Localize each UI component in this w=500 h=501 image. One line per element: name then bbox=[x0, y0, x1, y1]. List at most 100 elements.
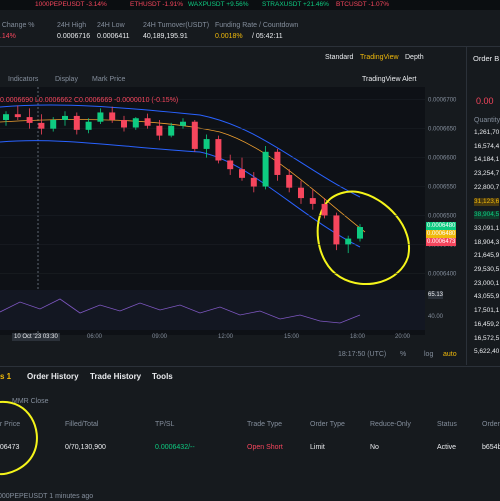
time-tick: 06:00 bbox=[87, 334, 103, 340]
order-book-quantity: 5,622,40 bbox=[474, 348, 500, 356]
order-book-quantity: 31,123,6 bbox=[474, 197, 500, 206]
order-book-quantity: 29,530,5 bbox=[474, 266, 500, 273]
orders-panel bbox=[0, 366, 500, 501]
y-tick-label: 0.0006550 bbox=[428, 185, 457, 191]
candle-body bbox=[309, 198, 316, 204]
candle-body bbox=[73, 115, 80, 130]
price-tag: 0.0006480 bbox=[426, 230, 457, 238]
candle-body bbox=[14, 114, 21, 118]
y-tick-label: 0.0006700 bbox=[428, 98, 457, 104]
moving-average bbox=[0, 119, 366, 233]
candle-body bbox=[156, 125, 163, 136]
table-header: Order Type bbox=[310, 421, 345, 428]
price-tag: 0.0006473 bbox=[426, 238, 457, 246]
candle-body bbox=[203, 139, 210, 149]
order-book-quantity: 23,254,7 bbox=[474, 170, 500, 178]
y-tick-label: 0.0006650 bbox=[428, 127, 457, 133]
candle-body bbox=[239, 169, 245, 178]
stat-value: 0.0018% bbox=[215, 33, 243, 40]
candle-body bbox=[109, 112, 116, 120]
y-tick-label: 0.0006600 bbox=[428, 156, 457, 162]
candle-body bbox=[121, 119, 127, 128]
stat-value: 3.14% bbox=[0, 33, 16, 40]
oscillator-label: 40.00 bbox=[428, 314, 444, 320]
ohlc-line: 0.0006690 L0.0006662 C0.0006669 -0.00000… bbox=[0, 97, 179, 104]
table-header: Status bbox=[437, 421, 457, 428]
candle-body bbox=[357, 227, 363, 239]
order-book-quantity: 43,055,9 bbox=[474, 293, 500, 301]
stat-label: h Change % bbox=[0, 22, 35, 29]
candle-body bbox=[274, 151, 281, 175]
table-header: Trade Type bbox=[247, 421, 283, 428]
orders-tab: Order History bbox=[27, 372, 79, 381]
order-book-quantity: 16,574,4 bbox=[474, 142, 500, 150]
table-cell: No bbox=[370, 444, 379, 451]
y-tick-label: 0.0006400 bbox=[428, 271, 457, 277]
candle-body bbox=[321, 203, 328, 216]
highlight-circle bbox=[316, 190, 411, 286]
order-book-quantity: 16,459,2 bbox=[474, 320, 500, 328]
order-book-quantity: 18,904,3 bbox=[474, 238, 500, 246]
ticker-item: STRAXUSDT +21.46% bbox=[262, 1, 329, 8]
candle-body bbox=[191, 121, 198, 149]
stat-label: Funding Rate / Countdown bbox=[215, 22, 299, 29]
table-header: Filled/Total bbox=[65, 421, 99, 428]
candle-body bbox=[38, 122, 45, 129]
candle-body bbox=[227, 160, 234, 170]
stat-label: 24H Turnover(USDT) bbox=[143, 22, 210, 29]
scale-option: auto bbox=[443, 351, 457, 358]
ticker-item: 1000PEPEUSDT -3.14% bbox=[35, 1, 107, 8]
stat-label: 24H High bbox=[57, 22, 87, 29]
scale-option: log bbox=[424, 351, 434, 358]
y-tick-label: 0.0006500 bbox=[428, 213, 457, 219]
candle-body bbox=[97, 112, 104, 122]
clock: 18:17:50 (UTC) bbox=[338, 351, 387, 358]
toolbar-button: Indicators bbox=[8, 76, 39, 83]
table-cell: b654b bbox=[482, 444, 500, 451]
order-book-quantity: 16,572,5 bbox=[474, 334, 500, 342]
time-tick: 20:00 bbox=[395, 334, 411, 340]
scale-option: % bbox=[400, 351, 407, 358]
candle-body bbox=[26, 117, 33, 123]
footer: 000PEPEUSDT 1 minutes ago bbox=[0, 493, 94, 500]
stats-bar bbox=[0, 10, 500, 47]
table-cell: Open Short bbox=[247, 444, 283, 451]
order-book-quantity: 17,501,1 bbox=[474, 307, 500, 315]
crosshair-time: 10 Oct '23 03:30 bbox=[12, 333, 60, 341]
toolbar-button: Display bbox=[55, 76, 78, 83]
order-book-quantity: 38,904,5 bbox=[474, 211, 500, 220]
order-book-quantity: 22,800,7 bbox=[474, 183, 500, 191]
order-book-panel bbox=[466, 47, 500, 365]
alert-button: TradingView Alert bbox=[362, 76, 417, 83]
candle-body bbox=[333, 215, 340, 245]
candle-body bbox=[180, 121, 186, 126]
band-upper bbox=[0, 104, 361, 198]
table-cell: 006473 bbox=[0, 444, 20, 451]
order-book-column: Quantity bbox=[474, 117, 500, 124]
table-header: Order bbox=[482, 421, 500, 428]
table-header: TP/SL bbox=[155, 421, 175, 428]
candle-body bbox=[144, 118, 151, 126]
stat-countdown: / 05:42:11 bbox=[252, 33, 283, 40]
table-cell: Active bbox=[437, 444, 457, 451]
table-header: er Price bbox=[0, 421, 21, 428]
time-tick: 09:00 bbox=[152, 334, 168, 340]
oscillator-bg bbox=[0, 290, 425, 330]
stat-value: 40,189,195.91 bbox=[143, 33, 188, 40]
orders-tab: Tools bbox=[152, 372, 173, 381]
table-header: Reduce-Only bbox=[370, 421, 411, 428]
mmr-close: MMR Close bbox=[12, 398, 49, 405]
orders-tab: Trade History bbox=[90, 372, 142, 381]
candle-body bbox=[215, 139, 222, 161]
highlight-circle-2 bbox=[0, 400, 38, 476]
candle-body bbox=[262, 151, 269, 187]
time-tick: 12:00 bbox=[218, 334, 234, 340]
candle-body bbox=[345, 238, 352, 245]
order-book-quantity: 23,000,1 bbox=[474, 279, 500, 287]
candle-body bbox=[250, 177, 257, 187]
candle-body bbox=[132, 118, 139, 128]
price-tag: 0.0006480 bbox=[426, 222, 457, 230]
chart: 0.0006700 0.0006650 0.0006600 0.0006550 0.00… bbox=[0, 87, 457, 335]
stat-label: 24H Low bbox=[97, 22, 125, 29]
